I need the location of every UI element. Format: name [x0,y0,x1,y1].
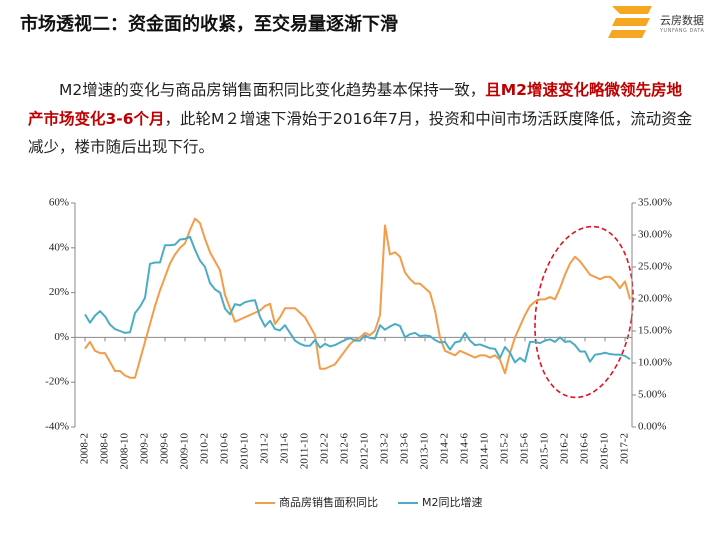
x-tick-label: 2014-2 [439,433,451,464]
x-tick-label: 2013-10 [419,433,431,470]
x-tick-label: 2009-6 [159,433,171,465]
y-tick-label: 20% [49,286,69,298]
series-line [84,235,631,364]
x-tick-label: 2014-10 [479,433,491,470]
series-line [84,217,631,379]
y2-tick-label: 5.00% [638,389,666,401]
x-tick-label: 2016-6 [579,433,591,465]
x-tick-label: 2008-6 [99,433,111,465]
x-tick-label: 2012-2 [319,433,331,464]
x-tick-label: 2008-2 [79,433,91,464]
x-tick-label: 2011-10 [299,433,311,470]
legend-label: M2同比增速 [422,495,483,509]
y2-tick-label: 15.00% [638,325,672,337]
y-tick-label: 40% [49,241,69,253]
y-tick-label: -20% [45,376,69,388]
paragraph-text: M2增速的变化与商品房销售面积同比变化趋势基本保持一致， [59,81,486,99]
paragraph-text: ，此轮M２增速下滑始于2016年7月，投资和中间市场活跃度降低，流动资金减少，楼… [28,109,693,157]
x-tick-label: 2016-2 [559,433,571,464]
legend-label: 商品房销售面积同比 [279,495,378,509]
y-tick-label: 60% [49,197,69,209]
x-tick-label: 2008-10 [119,433,131,470]
x-tick-label: 2009-2 [139,433,151,464]
logo-icon [608,6,652,38]
y2-tick-label: 25.00% [638,261,672,273]
x-tick-label: 2011-2 [259,433,271,464]
x-tick-label: 2013-6 [399,433,411,465]
slide-title: 市场透视二：资金面的收紧，至交易量逐渐下滑 [20,14,398,35]
y2-tick-label: 0.00% [638,421,666,433]
y2-tick-label: 20.00% [638,293,672,305]
x-tick-label: 2010-2 [199,433,211,464]
logo-subname: YUNFANG DATA [660,28,705,34]
y2-tick-label: 10.00% [638,357,672,369]
x-tick-label: 2014-6 [459,433,471,465]
x-tick-label: 2010-10 [239,433,251,470]
y-tick-label: 0% [54,331,69,343]
x-tick-label: 2010-6 [219,433,231,465]
y2-tick-label: 30.00% [638,229,672,241]
x-tick-label: 2017-2 [619,433,631,464]
y2-tick-label: 35.00% [638,197,672,209]
paragraph-highlight: 且M2增速变化略微领先房地产市场变化3-6个月 [28,81,682,128]
x-tick-label: 2013-2 [379,433,391,464]
x-tick-label: 2009-10 [179,433,191,470]
x-tick-label: 2015-6 [519,433,531,465]
x-tick-label: 2015-10 [539,433,551,470]
x-tick-label: 2015-2 [499,433,511,464]
x-tick-label: 2012-6 [339,433,351,465]
paragraph: M2增速的变化与商品房销售面积同比变化趋势基本保持一致，且M2增速变化略微领先房… [28,76,694,162]
logo-name: 云房数据 [660,14,704,27]
highlight-ellipse [534,225,634,399]
x-tick-label: 2012-10 [359,433,371,470]
x-tick-label: 2016-10 [599,433,611,470]
x-tick-label: 2011-6 [279,433,291,464]
y-tick-label: -40% [45,421,69,433]
